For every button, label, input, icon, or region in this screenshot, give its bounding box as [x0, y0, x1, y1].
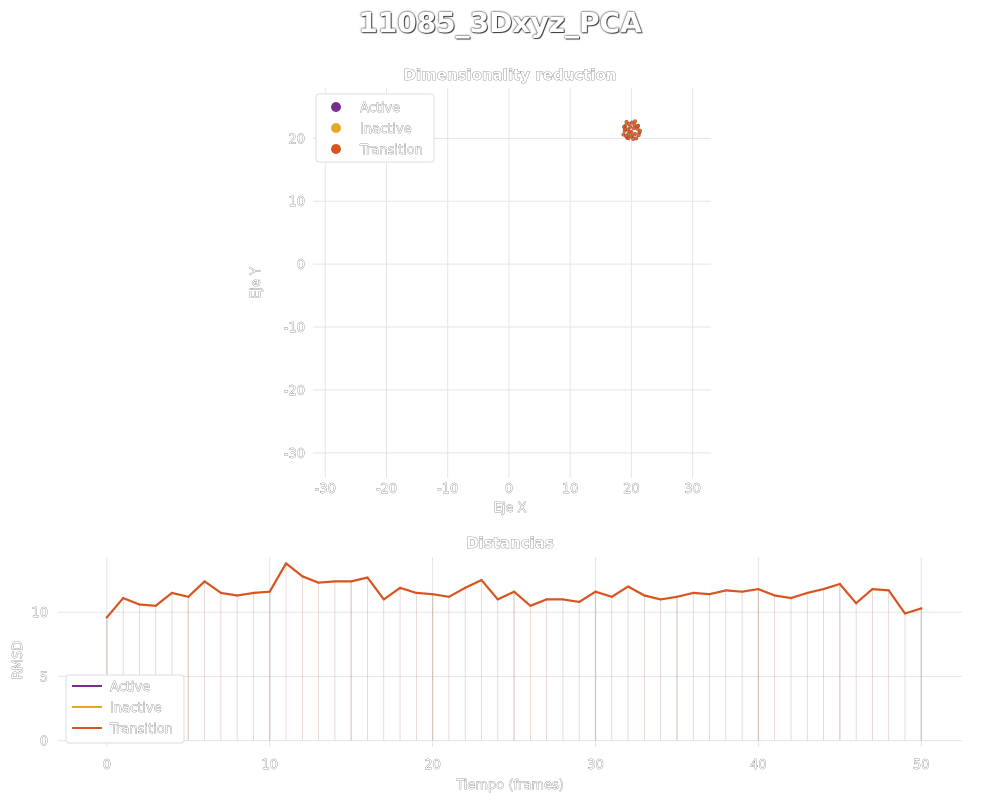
legend-label-active: Active — [360, 101, 400, 116]
scatter-y-tick-label: -10 — [284, 321, 305, 336]
scatter-y-tick-label: -20 — [284, 384, 305, 399]
scatter-point — [627, 129, 632, 134]
scatter-y-label: Eje Y — [249, 267, 264, 299]
scatter-ticks: -30 -20 -10 0 10 20 30 -30 -20 -10 0 10 20 — [284, 132, 702, 497]
scatter-point — [636, 133, 641, 138]
scatter-y-tick-label: -30 — [284, 447, 305, 462]
legend-marker-active — [331, 102, 341, 112]
scatter-point — [623, 133, 628, 138]
scatter-x-tick-label: 10 — [562, 482, 579, 497]
scatter-point — [623, 126, 628, 131]
scatter-point — [634, 124, 639, 129]
scatter-y-tick-label: 10 — [288, 195, 305, 210]
scatter-point — [637, 128, 642, 133]
scatter-point — [633, 119, 638, 124]
scatter-x-tick-label: -30 — [315, 482, 336, 497]
legend-marker-transition — [331, 144, 341, 154]
scatter-x-label: Eje X — [494, 501, 527, 516]
legend-label-inactive: Inactive — [360, 122, 412, 137]
scatter-point — [633, 131, 638, 136]
scatter-y-tick-label: 20 — [288, 132, 305, 147]
figure-title: 11085_3Dxyz_PCA — [358, 6, 642, 39]
scatter-legend: Active Inactive Transition — [315, 93, 435, 163]
scatter-x-tick-label: 20 — [623, 482, 640, 497]
scatter-x-tick-label: -20 — [376, 482, 397, 497]
scatter-x-tick-label: 0 — [505, 482, 513, 497]
scatter-point — [626, 136, 631, 141]
scatter-x-tick-label: -10 — [437, 482, 458, 497]
scatter-y-tick-label: 0 — [297, 258, 305, 273]
scatter-point — [631, 126, 636, 131]
scatter-x-tick-label: 30 — [684, 482, 701, 497]
legend-marker-inactive — [331, 123, 341, 133]
legend-label-transition: Transition — [359, 143, 423, 158]
scatter-points — [621, 119, 642, 141]
scatter-title: Dimensionality reduction — [404, 66, 617, 84]
scatter-point — [631, 136, 636, 141]
